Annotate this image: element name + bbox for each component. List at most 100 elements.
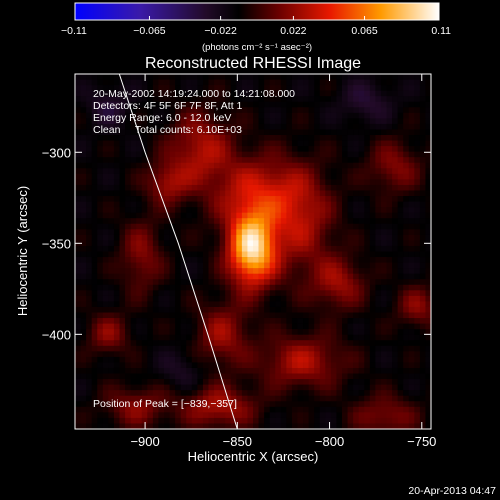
heatmap-cell bbox=[80, 423, 87, 429]
heatmap-cell bbox=[414, 334, 421, 341]
heatmap-cell bbox=[414, 356, 421, 363]
heatmap-cell bbox=[197, 123, 204, 130]
heatmap-cell bbox=[152, 334, 159, 341]
heatmap-cell bbox=[358, 223, 365, 230]
heatmap-cell bbox=[414, 151, 421, 158]
heatmap-cell bbox=[86, 284, 93, 291]
heatmap-cell bbox=[80, 373, 87, 380]
heatmap-cell bbox=[191, 101, 198, 108]
heatmap-cell bbox=[191, 318, 198, 324]
heatmap-cell bbox=[330, 262, 337, 269]
heatmap-cell bbox=[236, 85, 243, 91]
heatmap-cell bbox=[419, 74, 426, 80]
heatmap-cell bbox=[136, 373, 143, 380]
heatmap-cell bbox=[225, 423, 232, 429]
heatmap-cell bbox=[419, 140, 426, 147]
heatmap-cell bbox=[236, 284, 243, 291]
heatmap-cell bbox=[141, 329, 148, 336]
heatmap-cell bbox=[225, 79, 232, 86]
heatmap-cell bbox=[141, 207, 148, 214]
heatmap-cell bbox=[408, 417, 415, 424]
heatmap-cell bbox=[308, 146, 315, 153]
heatmap-cell bbox=[425, 312, 431, 319]
heatmap-cell bbox=[191, 234, 198, 241]
heatmap-cell bbox=[275, 234, 282, 241]
heatmap-cell bbox=[164, 112, 170, 119]
heatmap-cell bbox=[369, 390, 376, 397]
heatmap-cell bbox=[219, 351, 226, 358]
heatmap-cell bbox=[164, 356, 170, 363]
heatmap-cell bbox=[358, 218, 365, 225]
heatmap-cell bbox=[286, 251, 293, 258]
heatmap-cell bbox=[408, 207, 415, 214]
heatmap-cell bbox=[164, 107, 170, 114]
heatmap-cell bbox=[414, 74, 421, 80]
heatmap-cell bbox=[275, 417, 282, 424]
heatmap-cell bbox=[342, 129, 348, 136]
heatmap-cell bbox=[397, 157, 404, 164]
heatmap-cell bbox=[75, 157, 81, 164]
heatmap-cell bbox=[136, 362, 143, 369]
heatmap-cell bbox=[403, 373, 410, 380]
heatmap-cell bbox=[225, 306, 232, 313]
heatmap-cell bbox=[286, 90, 293, 97]
heatmap-cell bbox=[314, 118, 321, 125]
heatmap-cell bbox=[80, 96, 87, 103]
heatmap-cell bbox=[236, 151, 243, 158]
heatmap-cell bbox=[147, 362, 154, 369]
heatmap-cell bbox=[241, 74, 248, 80]
heatmap-cell bbox=[275, 96, 282, 103]
heatmap-cell bbox=[330, 240, 337, 247]
heatmap-cell bbox=[253, 401, 259, 408]
heatmap-cell bbox=[408, 384, 415, 391]
heatmap-cell bbox=[269, 146, 276, 153]
heatmap-cell bbox=[342, 334, 348, 341]
heatmap-cell bbox=[425, 367, 431, 374]
heatmap-cell bbox=[280, 417, 287, 424]
heatmap-cell bbox=[208, 196, 215, 202]
heatmap-cell bbox=[330, 373, 337, 380]
heatmap-cell bbox=[125, 373, 131, 380]
heatmap-cell bbox=[314, 151, 321, 158]
heatmap-cell bbox=[86, 417, 93, 424]
heatmap-cell bbox=[230, 234, 237, 241]
heatmap-cell bbox=[397, 279, 404, 286]
heatmap-cell bbox=[136, 151, 143, 158]
heatmap-cell bbox=[297, 162, 304, 169]
heatmap-cell bbox=[147, 323, 154, 330]
heatmap-cell bbox=[358, 251, 365, 258]
heatmap-cell bbox=[325, 284, 332, 291]
heatmap-cell bbox=[136, 251, 143, 258]
heatmap-cell bbox=[158, 112, 165, 119]
heatmap-cell bbox=[380, 179, 387, 186]
heatmap-cell bbox=[419, 406, 426, 413]
heatmap-cell bbox=[152, 90, 159, 97]
heatmap-cell bbox=[380, 295, 387, 302]
heatmap-cell bbox=[102, 268, 109, 275]
heatmap-cell bbox=[119, 207, 126, 214]
heatmap-cell bbox=[175, 168, 182, 175]
heatmap-cell bbox=[347, 251, 354, 258]
heatmap-cell bbox=[392, 173, 398, 180]
heatmap-cell bbox=[364, 273, 371, 280]
heatmap-cell bbox=[375, 135, 382, 141]
heatmap-cell bbox=[225, 251, 232, 258]
heatmap-cell bbox=[108, 90, 115, 97]
heatmap-cell bbox=[319, 85, 326, 91]
heatmap-cell bbox=[208, 79, 215, 86]
heatmap-cell bbox=[180, 196, 187, 202]
heatmap-cell bbox=[336, 318, 343, 324]
heatmap-cell bbox=[108, 218, 115, 225]
heatmap-cell bbox=[169, 273, 176, 280]
heatmap-cell bbox=[425, 112, 431, 119]
heatmap-cell bbox=[303, 223, 309, 230]
heatmap-cell bbox=[308, 251, 315, 258]
heatmap-cell bbox=[408, 295, 415, 302]
heatmap-cell bbox=[264, 123, 271, 130]
heatmap-cell bbox=[325, 356, 332, 363]
heatmap-cell bbox=[86, 196, 93, 202]
heatmap-cell bbox=[236, 362, 243, 369]
heatmap-cell bbox=[180, 218, 187, 225]
heatmap-cell bbox=[425, 306, 431, 313]
heatmap-cell bbox=[164, 395, 170, 402]
